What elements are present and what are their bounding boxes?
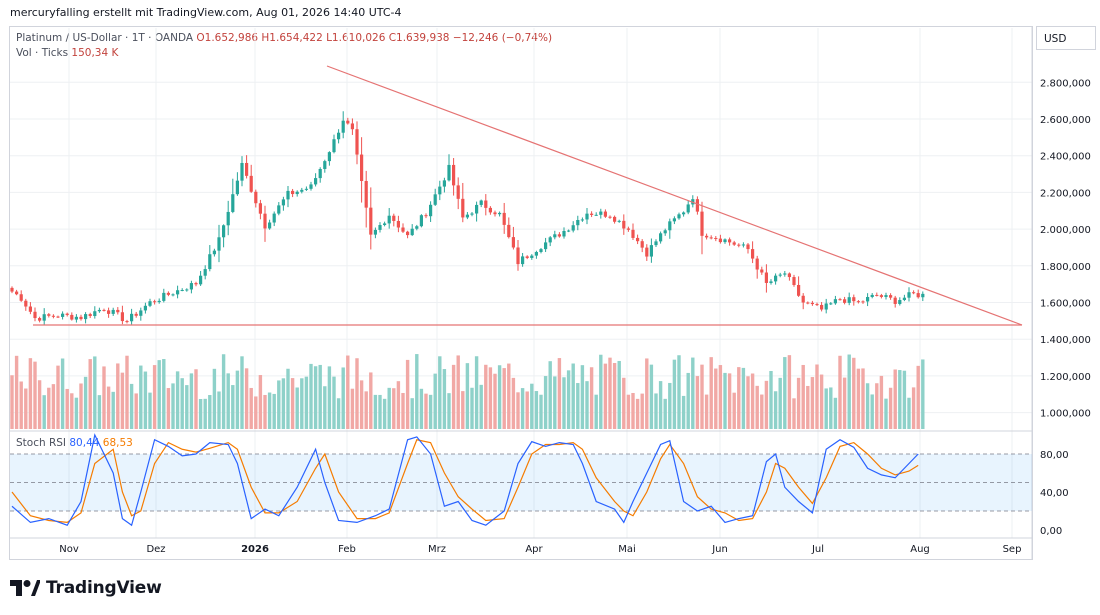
tradingview-logo[interactable]: TradingView: [10, 578, 162, 598]
volume-label[interactable]: Vol · Ticks: [16, 47, 69, 59]
price-tick-label: 1.600,000: [1040, 299, 1091, 310]
price-tick-label: 1.000,000: [1040, 409, 1091, 420]
brand-name: TradingView: [46, 578, 162, 598]
stoch-legend: Stoch RSI 80,44 68,53: [16, 437, 133, 449]
tradingview-logo-icon: [10, 580, 40, 596]
stoch-label[interactable]: Stoch RSI: [16, 437, 67, 449]
ohlc-values: O1.652,986 H1.654,422 L1.610,026 C1.639,…: [196, 32, 553, 44]
symbol-name[interactable]: Platinum / US-Dollar · 1T · OANDA: [16, 32, 194, 44]
price-tick-label: 2.000,000: [1040, 225, 1091, 236]
currency-label[interactable]: USD: [1036, 26, 1096, 50]
stoch-k-value: 80,44: [69, 437, 100, 449]
stoch-tick-label: 0,00: [1040, 526, 1062, 537]
price-tick-label: 2.200,000: [1040, 188, 1091, 199]
volume-value: 150,34 K: [71, 47, 119, 59]
price-tick-label: 1.200,000: [1040, 372, 1091, 383]
stoch-d-value: 68,53: [102, 437, 133, 449]
price-axis: 2.800,000 2.600,000 2.400,000 2.200,000 2.00…: [1040, 78, 1091, 419]
symbol-legend: Platinum / US-Dollar · 1T · OANDA O1.652…: [16, 32, 552, 44]
volume-legend: Vol · Ticks 150,34 K: [16, 47, 118, 59]
chart-credit: mercuryfalling erstellt mit TradingView.…: [10, 6, 402, 19]
price-tick-label: 2.400,000: [1040, 152, 1091, 163]
stoch-axis: 80,00 40,00 0,00: [1040, 450, 1069, 537]
chart-frame: [9, 26, 1033, 560]
price-tick-label: 2.600,000: [1040, 115, 1091, 126]
stoch-tick-label: 40,00: [1040, 488, 1069, 499]
stoch-tick-label: 80,00: [1040, 450, 1069, 461]
price-tick-label: 2.800,000: [1040, 78, 1091, 89]
price-tick-label: 1.800,000: [1040, 262, 1091, 273]
price-tick-label: 1.400,000: [1040, 335, 1091, 346]
